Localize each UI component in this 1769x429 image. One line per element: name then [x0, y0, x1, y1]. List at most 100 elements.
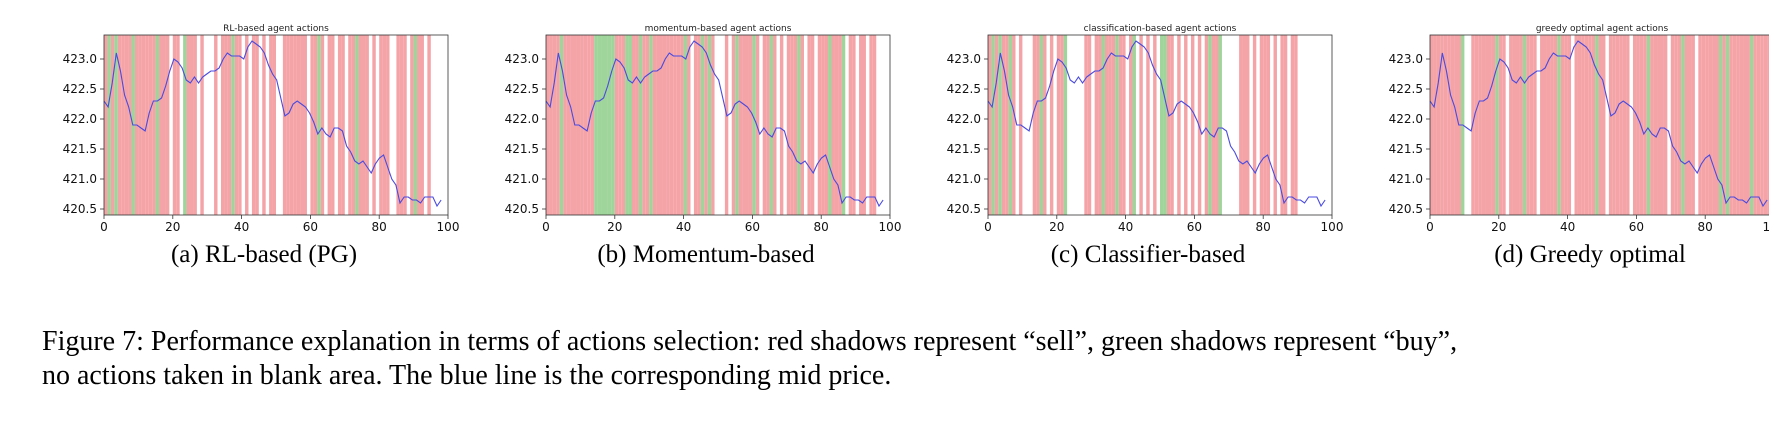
sell-shade	[662, 35, 667, 215]
sell-shade	[1639, 35, 1644, 215]
sell-shade	[1736, 35, 1740, 215]
y-tick-label: 421.5	[947, 142, 981, 156]
panel-subcaption: (d) Greedy optimal	[1494, 241, 1686, 268]
sell-shade	[1170, 35, 1174, 215]
sell-shade	[748, 35, 753, 215]
sell-shade	[1259, 35, 1264, 215]
sell-shade	[642, 35, 646, 215]
buy-shade	[1163, 35, 1167, 215]
mid-price-line	[545, 40, 884, 208]
sell-shade	[1049, 35, 1054, 215]
sell-shade	[382, 35, 387, 215]
sell-shade	[704, 35, 708, 215]
sell-shade	[1036, 35, 1040, 215]
sell-shade	[1715, 35, 1719, 215]
sell-shade	[766, 35, 770, 215]
sell-shade	[656, 35, 660, 215]
caption-line-1: Figure 7: Performance explanation in ter…	[42, 326, 1458, 357]
sell-shade	[1564, 35, 1568, 215]
sell-shade	[549, 35, 553, 215]
sell-shade	[566, 35, 571, 215]
y-tick-label: 421.0	[1389, 172, 1423, 186]
y-tick-label: 422.0	[947, 112, 981, 126]
buy-shade	[625, 35, 629, 215]
sell-shade	[186, 35, 190, 215]
buy-shade	[1595, 35, 1599, 215]
sell-shade	[669, 35, 674, 215]
sell-shade	[124, 35, 129, 215]
buy-shade	[597, 35, 602, 215]
sell-shade	[869, 35, 873, 215]
sell-shade	[1567, 35, 1572, 215]
sell-shade	[1263, 35, 1267, 215]
sell-shade	[1767, 35, 1769, 215]
sell-shade	[583, 35, 588, 215]
sell-shade	[224, 35, 228, 215]
buy-shade	[594, 35, 598, 215]
buy-shade	[1008, 35, 1013, 215]
sell-shade	[420, 35, 424, 215]
sell-shade	[1574, 35, 1578, 215]
y-tick-label: 420.5	[63, 202, 97, 216]
sell-shade	[994, 35, 999, 215]
y-tick-label: 421.5	[505, 142, 539, 156]
sell-shade	[1246, 35, 1250, 215]
plot-frame	[987, 34, 1333, 216]
sell-shade	[1481, 35, 1486, 215]
buy-shade	[1208, 35, 1212, 215]
sell-shade	[379, 35, 383, 215]
sell-shade	[251, 35, 256, 215]
chart-panel-4: greedy optimal agent actions 0 20 40 60 80 100…	[1389, 24, 1769, 268]
sell-shade	[807, 35, 811, 215]
sell-shade	[1491, 35, 1496, 215]
sell-shade	[1190, 35, 1195, 215]
y-tick-label: 423.0	[63, 52, 97, 66]
sell-shade	[1436, 35, 1441, 215]
figure-caption: Figure 7: Performance explanation in ter…	[42, 325, 1742, 393]
panel-title: classification-based agent actions	[1084, 24, 1237, 34]
x-tick-label: 80	[814, 220, 829, 234]
sell-shade	[148, 35, 153, 215]
sell-shade	[1581, 35, 1585, 215]
sell-shade	[159, 35, 163, 215]
sell-shade	[220, 35, 225, 215]
sell-shade	[659, 35, 663, 215]
sell-shade	[1657, 35, 1661, 215]
plot-frame	[103, 34, 449, 216]
sell-shade	[1440, 35, 1444, 215]
sell-shade	[1622, 35, 1627, 215]
sell-shade	[313, 35, 318, 215]
sell-shade	[403, 35, 407, 215]
sell-shade	[618, 35, 622, 215]
sell-shade	[697, 35, 701, 215]
buy-shade	[991, 35, 995, 215]
sell-shade	[1760, 35, 1764, 215]
caption-line-2: no actions taken in blank area. The blue…	[42, 360, 892, 391]
sell-shade	[1478, 35, 1482, 215]
buy-shade	[735, 35, 739, 215]
sell-shade	[1753, 35, 1757, 215]
buy-shade	[1132, 35, 1136, 215]
buy-shade	[1101, 35, 1105, 215]
sell-shade	[138, 35, 142, 215]
sell-shade	[1474, 35, 1479, 215]
x-tick-label: 100	[1763, 220, 1769, 234]
x-tick-label: 0	[1426, 220, 1434, 234]
sell-shade	[1619, 35, 1623, 215]
y-tick-label: 421.0	[505, 172, 539, 186]
sell-shade	[1691, 35, 1695, 215]
sell-shade	[190, 35, 194, 215]
sell-shade	[1739, 35, 1744, 215]
sell-shade	[1283, 35, 1288, 215]
sell-shade	[1447, 35, 1451, 215]
sell-shade	[1746, 35, 1750, 215]
sell-shade	[427, 35, 431, 215]
sell-shade	[1526, 35, 1530, 215]
sell-shade	[790, 35, 794, 215]
sell-shade	[580, 35, 584, 215]
sell-shade	[293, 35, 297, 215]
sell-shade	[552, 35, 557, 215]
sell-shade	[731, 35, 736, 215]
y-tick-label: 423.0	[1389, 52, 1423, 66]
sell-shade	[1598, 35, 1602, 215]
